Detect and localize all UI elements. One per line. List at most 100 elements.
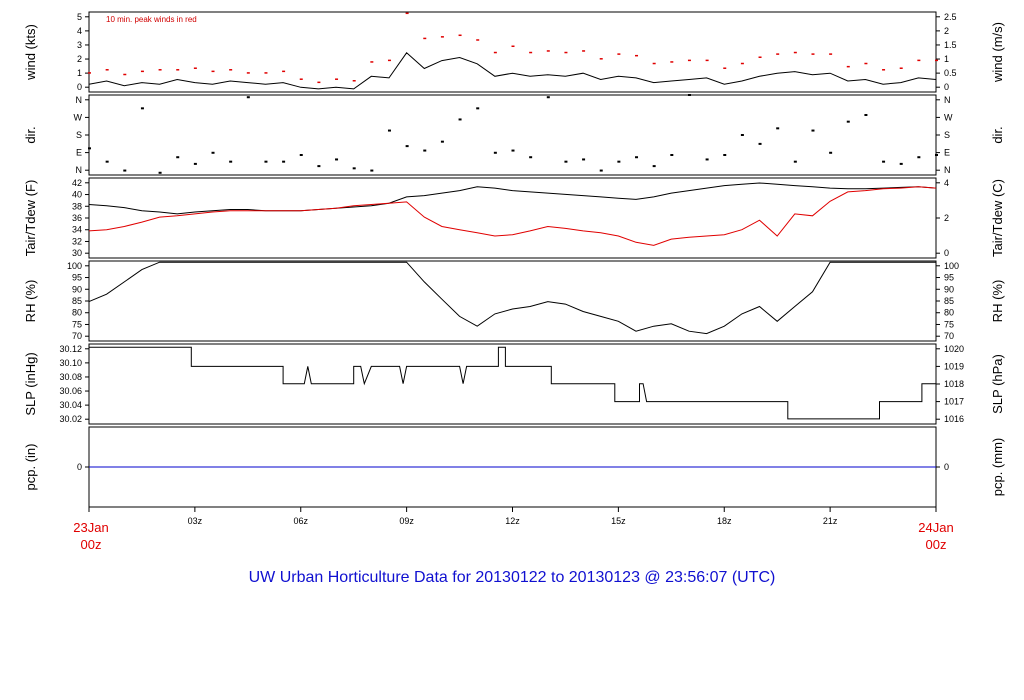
wind-peak-mark <box>123 73 127 76</box>
wind-peak-mark <box>564 51 568 54</box>
slp-series <box>89 346 936 420</box>
dir-point <box>193 162 197 165</box>
tick-label-left-rh: 95 <box>72 273 82 283</box>
y-label-right-wind: wind (m/s) <box>990 22 1005 83</box>
tick-label-right-wind: 1 <box>944 54 949 64</box>
wind-peak-mark <box>758 56 762 58</box>
wind-peak-mark <box>193 67 197 69</box>
tick-label-right-rh: 75 <box>944 319 954 329</box>
y-label-right-rh: RH (%) <box>990 280 1005 323</box>
tick-label-left-temperature: 38 <box>72 201 82 211</box>
wind-peak-mark <box>88 72 91 74</box>
tick-label-right-wind: 1.5 <box>944 40 957 50</box>
wind-peak-mark <box>352 80 356 82</box>
dir-point <box>740 134 744 136</box>
dir-point <box>423 149 427 152</box>
wind-peak-mark <box>793 51 797 54</box>
x-end-time: 00z <box>926 537 947 552</box>
y-label-left-dir: dir. <box>23 126 38 143</box>
tick-label-right-temperature: 0 <box>944 248 949 258</box>
wind-peak-mark <box>617 53 621 55</box>
dir-point <box>387 129 391 132</box>
wind-peak-mark <box>723 67 727 69</box>
dir-point <box>793 160 797 163</box>
panel-frame-slp <box>88 343 937 425</box>
wind-peak-mark <box>882 69 886 71</box>
tick-label-left-rh: 100 <box>67 261 82 271</box>
tick-label-right-slp: 1017 <box>944 397 964 407</box>
wind-peak-mark <box>299 78 303 80</box>
tick-label-left-wind: 5 <box>77 12 82 22</box>
tick-label-left-dir: E <box>76 148 82 158</box>
tick-label-left-wind: 3 <box>77 40 82 50</box>
tick-label-right-dir: S <box>944 130 950 140</box>
wind-peak-mark <box>776 53 780 55</box>
dir-point <box>917 156 921 159</box>
tick-label-left-temperature: 36 <box>72 213 82 223</box>
wind-peak-mark <box>423 37 427 40</box>
tick-label-left-slp: 30.12 <box>59 344 82 354</box>
panel-frame-wind <box>88 11 937 93</box>
tick-label-left-dir: N <box>76 95 83 105</box>
tick-label-right-wind: 2 <box>944 26 949 36</box>
dir-point <box>635 156 639 159</box>
wind-peak-mark <box>846 65 850 68</box>
tick-label-right-temperature: 2 <box>944 213 949 223</box>
wind-peak-mark <box>370 61 374 63</box>
wind-peak-mark <box>335 78 339 80</box>
x-tick-label: 15z <box>611 516 626 526</box>
tick-label-left-wind: 0 <box>77 82 82 92</box>
y-label-left-slp: SLP (inHg) <box>23 352 38 415</box>
tick-label-right-dir: N <box>944 165 951 175</box>
wind-peak-mark <box>829 53 833 55</box>
dir-point <box>705 158 709 161</box>
tick-label-right-rh: 80 <box>944 308 954 318</box>
tick-label-left-slp: 30.06 <box>59 386 82 396</box>
tick-label-left-wind: 4 <box>77 26 82 36</box>
wind-peak-mark <box>282 70 286 73</box>
wind-peak-mark <box>917 59 921 62</box>
tick-label-left-wind: 1 <box>77 68 82 78</box>
wind-peak-mark <box>440 36 444 38</box>
wind-peak-mark <box>317 81 321 84</box>
x-tick-label: 18z <box>717 516 732 526</box>
dir-point <box>458 118 462 121</box>
dir-point <box>687 94 691 96</box>
dir-point <box>776 127 780 130</box>
wind-peak-mark <box>493 51 497 54</box>
wind-peak-mark <box>652 62 656 65</box>
dir-point <box>599 169 603 172</box>
tick-label-left-slp: 30.10 <box>59 358 82 368</box>
tick-label-left-dir: W <box>74 112 83 122</box>
dir-point <box>864 114 868 116</box>
x-end-date: 24Jan <box>918 520 953 535</box>
dir-point <box>846 120 850 123</box>
tick-label-left-slp: 30.04 <box>59 400 82 410</box>
wind-peak-mark <box>458 34 462 37</box>
tick-label-left-rh: 85 <box>72 296 82 306</box>
dir-point <box>229 160 233 163</box>
y-label-right-temperature: Tair/Tdew (C) <box>990 179 1005 257</box>
chart-title: UW Urban Horticulture Data for 20130122 … <box>249 569 776 586</box>
tick-label-right-wind: 0 <box>944 82 949 92</box>
dir-point <box>352 167 356 170</box>
tick-label-left-precip: 0 <box>77 462 82 472</box>
tick-label-right-dir: W <box>944 112 953 122</box>
tick-label-left-slp: 30.02 <box>59 414 82 424</box>
tick-label-left-slp: 30.08 <box>59 372 82 382</box>
tick-label-left-temperature: 42 <box>72 178 82 188</box>
tick-label-left-wind: 2 <box>77 54 82 64</box>
tick-label-left-rh: 80 <box>72 308 82 318</box>
dir-point <box>158 171 162 174</box>
wind-peak-mark <box>582 50 586 52</box>
tick-label-left-temperature: 34 <box>72 225 82 235</box>
tick-label-left-temperature: 32 <box>72 236 82 246</box>
wind-peak-note: 10 min. peak winds in red <box>106 15 197 24</box>
dir-point <box>335 158 339 161</box>
dir-point <box>123 169 127 172</box>
wind-peak-mark <box>864 62 868 65</box>
dir-point <box>88 147 91 150</box>
tick-label-left-rh: 90 <box>72 284 82 294</box>
